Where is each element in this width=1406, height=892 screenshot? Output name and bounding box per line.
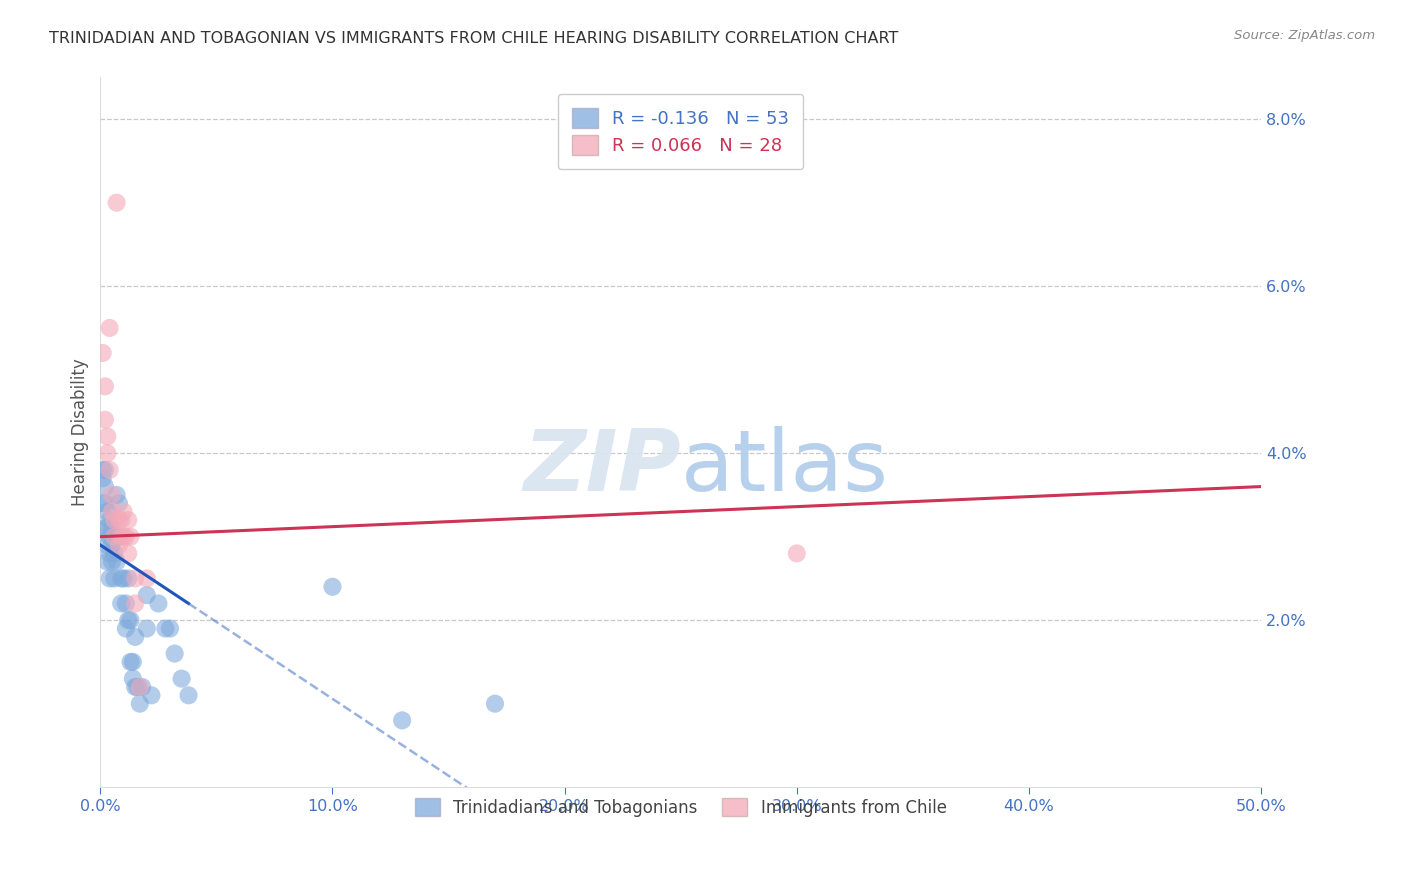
Point [101,538,124,552]
Point [131,680,153,694]
Point [484,697,506,711]
Point [91,496,114,510]
Point [120,655,142,669]
Point [321,580,343,594]
Point [115,622,138,636]
Point [96,505,118,519]
Text: atlas: atlas [681,426,889,509]
Point [105,530,128,544]
Point [148,597,170,611]
Point [103,546,125,560]
Point [94,413,117,427]
Point [170,672,193,686]
Point [124,597,146,611]
Point [128,697,150,711]
Point [108,538,131,552]
Point [108,530,131,544]
Point [159,622,181,636]
Point [117,546,139,560]
Text: ZIP: ZIP [523,426,681,509]
Point [110,513,132,527]
Point [121,655,143,669]
Point [124,680,146,694]
Point [391,714,413,728]
Point [101,521,124,535]
Point [94,496,117,510]
Point [786,546,808,560]
Point [163,647,186,661]
Point [98,546,121,560]
Point [117,571,139,585]
Point [128,680,150,694]
Point [124,630,146,644]
Point [120,530,142,544]
Point [96,555,118,569]
Point [103,571,125,585]
Point [94,479,117,493]
Point [110,530,132,544]
Point [121,672,143,686]
Point [98,321,121,335]
Point [103,530,125,544]
Point [110,571,132,585]
Point [101,488,124,502]
Point [105,555,128,569]
Legend: Trinidadians and Tobagonians, Immigrants from Chile: Trinidadians and Tobagonians, Immigrants… [406,790,955,825]
Point [120,613,142,627]
Point [103,513,125,527]
Point [91,463,114,477]
Point [112,571,135,585]
Point [135,571,157,585]
Point [91,471,114,485]
Point [110,597,132,611]
Point [98,513,121,527]
Point [94,521,117,535]
Point [91,346,114,360]
Point [112,530,135,544]
Point [124,571,146,585]
Point [94,463,117,477]
Text: Source: ZipAtlas.com: Source: ZipAtlas.com [1234,29,1375,42]
Point [112,505,135,519]
Point [108,496,131,510]
Point [96,446,118,460]
Point [98,571,121,585]
Point [96,521,118,535]
Point [135,622,157,636]
Y-axis label: Hearing Disability: Hearing Disability [72,359,89,506]
Point [115,530,138,544]
Point [117,513,139,527]
Text: TRINIDADIAN AND TOBAGONIAN VS IMMIGRANTS FROM CHILE HEARING DISABILITY CORRELATI: TRINIDADIAN AND TOBAGONIAN VS IMMIGRANTS… [49,31,898,46]
Point [101,555,124,569]
Point [108,513,131,527]
Point [105,195,128,210]
Point [155,622,177,636]
Point [127,680,149,694]
Point [94,379,117,393]
Point [177,689,200,703]
Point [135,588,157,602]
Point [96,429,118,443]
Point [141,689,163,703]
Point [101,505,124,519]
Point [117,613,139,627]
Point [115,597,138,611]
Point [98,530,121,544]
Point [98,463,121,477]
Point [96,538,118,552]
Point [105,488,128,502]
